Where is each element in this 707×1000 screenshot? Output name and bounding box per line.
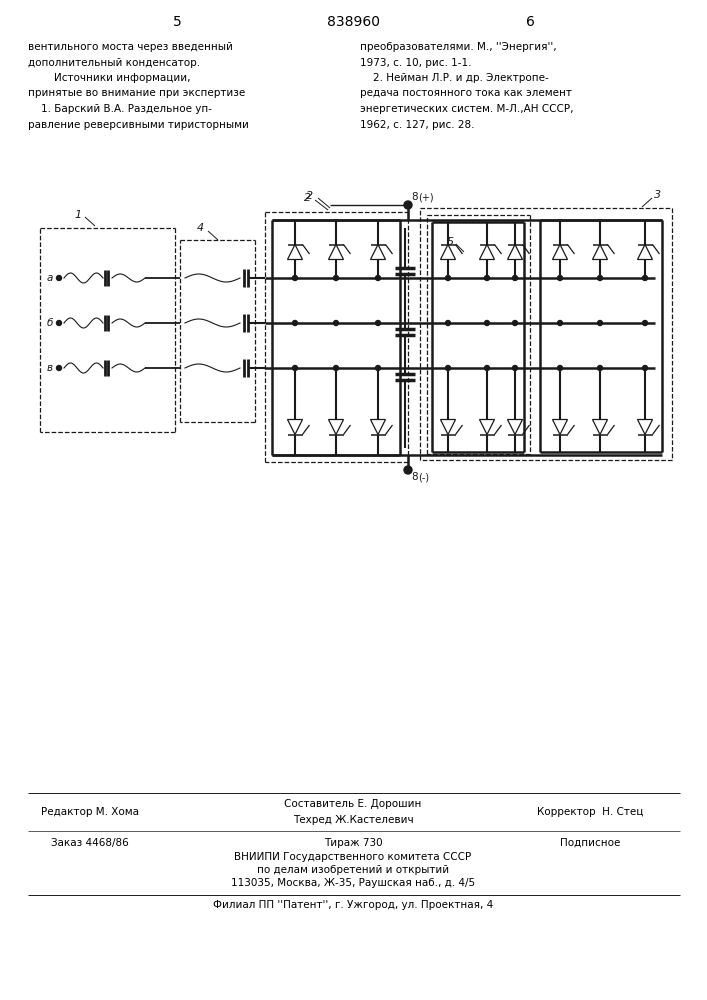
Text: Тираж 730: Тираж 730 (324, 838, 382, 848)
Text: Заказ 4468/86: Заказ 4468/86 (51, 838, 129, 848)
Text: Филиал ПП ''Патент'', г. Ужгород, ул. Проектная, 4: Филиал ПП ''Патент'', г. Ужгород, ул. Пр… (213, 900, 493, 910)
Circle shape (558, 365, 563, 370)
Text: по делам изобретений и открытий: по делам изобретений и открытий (257, 865, 449, 875)
Circle shape (643, 365, 648, 370)
Text: 5: 5 (446, 237, 454, 247)
Text: 2. Нейман Л.Р. и др. Электропе-: 2. Нейман Л.Р. и др. Электропе- (360, 73, 549, 83)
Text: 2: 2 (305, 193, 312, 203)
Circle shape (484, 275, 489, 280)
Text: (+): (+) (418, 192, 433, 202)
Text: Редактор М. Хома: Редактор М. Хома (41, 807, 139, 817)
Circle shape (484, 365, 489, 370)
Circle shape (597, 275, 602, 280)
Circle shape (643, 275, 648, 280)
Circle shape (57, 365, 62, 370)
Text: 1: 1 (74, 210, 81, 220)
Text: 2: 2 (306, 191, 314, 201)
Circle shape (513, 365, 518, 370)
Text: редача постоянного тока как элемент: редача постоянного тока как элемент (360, 89, 572, 99)
Circle shape (375, 365, 380, 370)
Text: энергетических систем. М-Л.,АН СССР,: энергетических систем. М-Л.,АН СССР, (360, 104, 573, 114)
Text: принятые во внимание при экспертизе: принятые во внимание при экспертизе (28, 89, 245, 99)
Text: 8: 8 (411, 472, 418, 482)
Text: 1973, с. 10, рис. 1-1.: 1973, с. 10, рис. 1-1. (360, 57, 472, 68)
Text: преобразователями. М., ''Энергия'',: преобразователями. М., ''Энергия'', (360, 42, 556, 52)
Text: Составитель Е. Дорошин: Составитель Е. Дорошин (284, 799, 421, 809)
Circle shape (334, 320, 339, 326)
Circle shape (293, 320, 298, 326)
Circle shape (57, 275, 62, 280)
Circle shape (293, 275, 298, 280)
Text: вентильного моста через введенный: вентильного моста через введенный (28, 42, 233, 52)
Text: 6: 6 (525, 15, 534, 29)
Text: а: а (47, 273, 53, 283)
Circle shape (57, 320, 62, 326)
Text: дополнительный конденсатор.: дополнительный конденсатор. (28, 57, 200, 68)
Circle shape (404, 466, 412, 474)
Circle shape (445, 320, 450, 326)
Circle shape (404, 201, 412, 209)
Text: равление реверсивными тиристорными: равление реверсивными тиристорными (28, 119, 249, 129)
Circle shape (643, 320, 648, 326)
Circle shape (445, 275, 450, 280)
Text: 3: 3 (655, 190, 662, 200)
Text: в: в (47, 363, 53, 373)
Text: 1. Барский В.А. Раздельное уп-: 1. Барский В.А. Раздельное уп- (28, 104, 212, 114)
Text: ВНИИПИ Государственного комитета СССР: ВНИИПИ Государственного комитета СССР (235, 852, 472, 862)
Circle shape (513, 275, 518, 280)
Text: 5: 5 (173, 15, 182, 29)
Text: б: б (47, 318, 53, 328)
Circle shape (334, 365, 339, 370)
Circle shape (375, 275, 380, 280)
Text: 4: 4 (197, 223, 204, 233)
Text: 1962, с. 127, рис. 28.: 1962, с. 127, рис. 28. (360, 119, 474, 129)
Circle shape (293, 365, 298, 370)
Circle shape (334, 275, 339, 280)
Text: Техред Ж.Кастелевич: Техред Ж.Кастелевич (293, 815, 414, 825)
Text: 113035, Москва, Ж-35, Раушская наб., д. 4/5: 113035, Москва, Ж-35, Раушская наб., д. … (231, 878, 475, 888)
Circle shape (445, 365, 450, 370)
Circle shape (558, 275, 563, 280)
Text: Источники информации,: Источники информации, (28, 73, 190, 83)
Text: Корректор  Н. Стец: Корректор Н. Стец (537, 807, 643, 817)
Circle shape (558, 320, 563, 326)
Circle shape (484, 320, 489, 326)
Text: Подписное: Подписное (560, 838, 620, 848)
Circle shape (375, 320, 380, 326)
Circle shape (597, 320, 602, 326)
Text: (-): (-) (418, 472, 429, 482)
Text: 838960: 838960 (327, 15, 380, 29)
Circle shape (597, 365, 602, 370)
Circle shape (513, 320, 518, 326)
Text: 8: 8 (411, 192, 418, 202)
